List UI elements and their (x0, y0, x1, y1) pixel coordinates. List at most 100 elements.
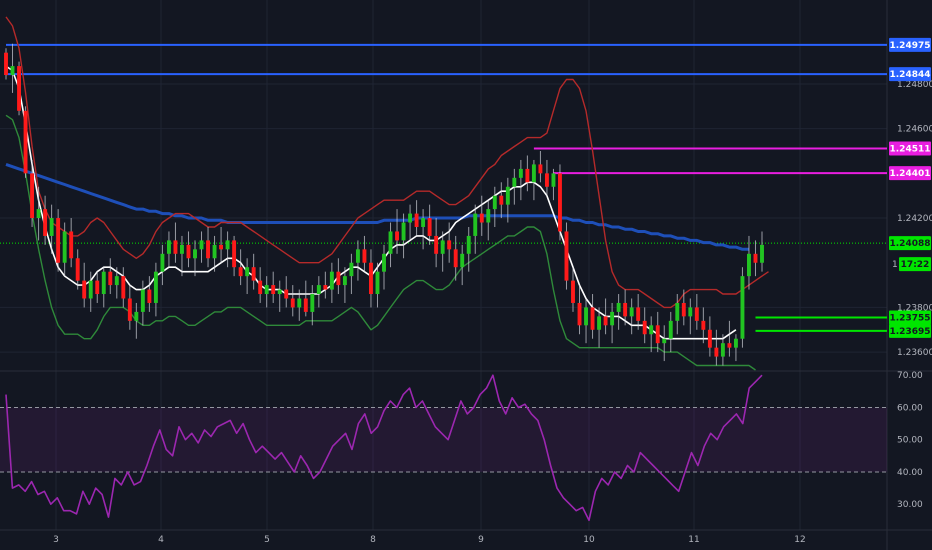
candle-body (336, 271, 341, 286)
price-level-badge: 1.23695 (890, 327, 931, 337)
candle-body (636, 307, 641, 321)
candle-body (75, 258, 80, 281)
rsi-line-path (5, 374, 763, 522)
candle-body (564, 231, 569, 281)
candle-body (733, 338, 738, 348)
rsi-line (5, 374, 763, 522)
candle-body (518, 168, 523, 178)
candle-body (603, 316, 608, 326)
candle-body (127, 298, 132, 321)
candle-body (538, 164, 543, 174)
candle-body (258, 280, 263, 295)
candle-body (251, 267, 256, 281)
candle-body (297, 298, 302, 308)
x-tick-label: 4 (158, 535, 164, 545)
candle-body (362, 249, 367, 263)
bb-upper-line (5, 16, 769, 309)
candle-body (414, 213, 419, 227)
rsi-tick-label: 40.00 (897, 468, 923, 478)
candle-body (349, 262, 354, 277)
candle-body (30, 173, 35, 219)
candle-body (10, 66, 15, 76)
candle-body (531, 164, 536, 183)
candle-body (584, 307, 588, 326)
candle-body (316, 285, 321, 295)
candle-body (551, 173, 556, 187)
candle-body (153, 271, 158, 303)
rsi-tick-label: 50.00 (897, 436, 923, 446)
price-level-badge: 1.24511 (890, 145, 931, 155)
candle-body (694, 307, 699, 321)
candle-body (753, 253, 758, 263)
candle-body (49, 218, 54, 236)
candle-body (310, 294, 315, 312)
candle-body (303, 298, 308, 312)
candle-body (427, 218, 432, 236)
price-level-badge: 1.23755 (890, 313, 931, 323)
candle-body (499, 195, 504, 205)
candle-body (271, 285, 276, 295)
candle-body (134, 311, 139, 321)
axes: 3 4 5 8 9 10 11 121.248001.246001.242001.238001… (53, 80, 932, 545)
candle-body (375, 271, 380, 295)
candle-body (36, 209, 41, 219)
candle-body (277, 289, 282, 295)
last-price-badge-bg (889, 236, 931, 251)
candle-body (395, 231, 399, 241)
y-tick-label: 1.24800 (897, 80, 932, 90)
candle-body (760, 244, 764, 263)
candle-body (17, 66, 21, 111)
candle-body (69, 231, 74, 259)
candle-body (180, 244, 184, 254)
candle-body (388, 231, 393, 254)
candle-body (114, 276, 119, 286)
y-tick-label: 1.23800 (897, 303, 932, 313)
candle-body (421, 218, 426, 227)
candle-body (238, 267, 243, 277)
candle-body (23, 110, 28, 174)
candle-body (440, 240, 445, 254)
candle-body (355, 249, 360, 263)
candle-body (558, 173, 562, 232)
countdown-badge: 17:22 (901, 260, 930, 270)
candle-body (166, 240, 171, 254)
candle-body (225, 240, 230, 250)
price-level-badge: 1.24844 (890, 70, 931, 80)
candle-body (264, 285, 269, 295)
candle-body (447, 240, 452, 250)
price-level-badge-bg (889, 310, 931, 325)
candle-body (701, 320, 706, 330)
candle-body (577, 302, 582, 326)
last-price-badge: 1.24088 (890, 239, 931, 249)
candle-body (642, 320, 647, 335)
x-tick-label: 3 (53, 535, 59, 545)
candle-body (88, 280, 93, 299)
candle-body (727, 343, 732, 348)
price-badges: 1.24975 1.24844 1.24511 1.24401 1.23755 1.236… (889, 37, 931, 338)
candle-body (212, 244, 217, 259)
candle-body (505, 186, 510, 205)
candle-body (186, 244, 191, 259)
current-price-prefix: 1 (892, 260, 898, 270)
candle-body (512, 177, 517, 187)
candle-body (232, 240, 237, 268)
candle-body (199, 240, 204, 250)
candle-body (453, 249, 458, 268)
candle-body (720, 343, 725, 357)
candle-body (675, 302, 680, 321)
price-level-badge-bg (889, 67, 931, 82)
price-level-badge: 1.24975 (890, 41, 931, 51)
price-level-badge-bg (889, 166, 931, 181)
x-tick-label: 9 (478, 535, 484, 545)
candle-body (747, 253, 751, 277)
y-tick-label: 1.24200 (897, 214, 932, 224)
candle-body (479, 213, 484, 223)
candle-body (408, 213, 413, 223)
rsi-tick-label: 70.00 (897, 371, 923, 381)
candle-body (193, 249, 197, 259)
candle-body (95, 280, 100, 295)
candle-body (616, 302, 621, 312)
candle-body (329, 271, 334, 290)
candle-body (668, 320, 673, 339)
